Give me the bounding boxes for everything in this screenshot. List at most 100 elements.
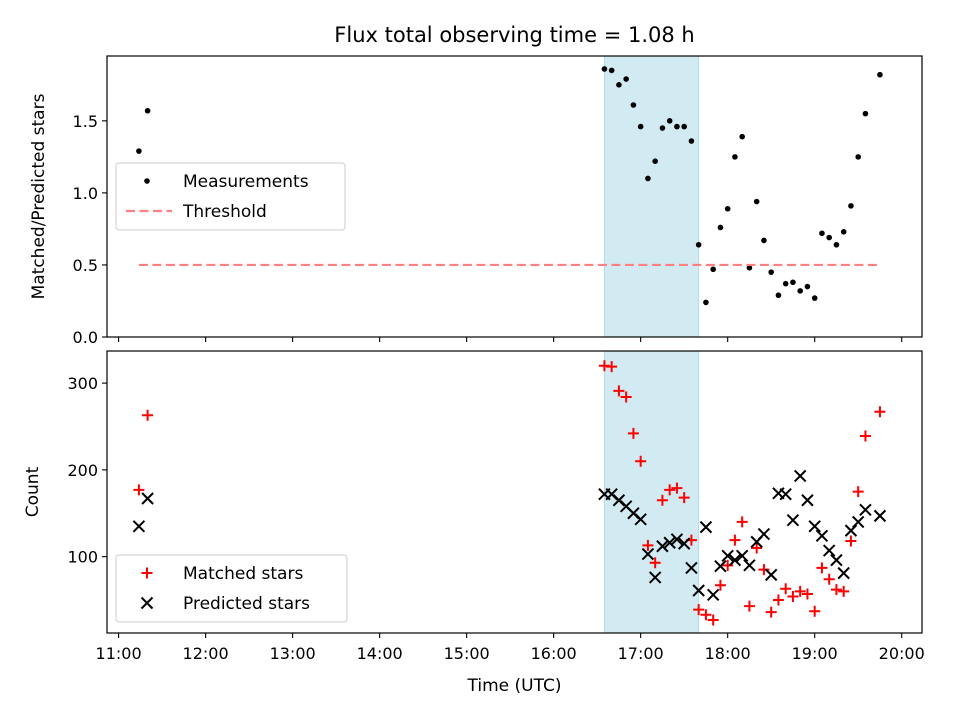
legend-box [115,554,348,623]
measurement-point [782,280,789,287]
y-tick-label: 0.5 [73,256,98,275]
y-tick-label: 1.0 [73,184,98,203]
ratio-series [136,66,883,306]
matched-star-point [787,591,799,603]
predicted-star-point [830,553,843,567]
matched-star-point [700,609,712,621]
measurement-point [674,123,680,130]
matched-star-point [714,579,726,591]
matched-star-point [736,516,748,528]
measurement-point [732,154,738,160]
matched-star-point [816,562,828,574]
measurement-point [833,241,840,248]
ratio-x-ticks [118,337,903,342]
predicted-star-point [714,559,727,573]
predicted-star-point [844,524,858,537]
predicted-star-point [663,536,676,549]
predicted-star-point [656,540,669,553]
measurement-point [630,102,637,108]
predicted-star-point [641,547,655,561]
measurement-point [826,234,832,241]
matched-star-point [859,430,871,442]
matched-star-point [729,534,741,546]
matched-star-point [142,409,154,421]
legend-swatch [140,596,154,610]
measurement-point [608,67,615,74]
predicted-star-point [670,533,684,546]
matched-star-point [874,406,886,418]
y-tick-label: 1.5 [73,112,98,131]
measurement-point [703,299,709,306]
matched-star-point [809,605,821,617]
matched-star-point [801,588,813,600]
predicted-star-point [677,537,691,550]
predicted-star-point [685,561,698,575]
measurement-point [616,82,622,88]
measurement-point [768,269,774,275]
matched-star-point [656,494,668,506]
predicted-star-point [764,568,778,582]
predicted-star-point [801,494,814,507]
legend-label: Matched stars [183,564,303,584]
legend-label: Predicted stars [183,594,310,614]
predicted-star-point [786,513,800,527]
predicted-star-point [141,492,154,505]
measurement-point [695,241,702,248]
x-tick-label: 12:00 [183,644,229,663]
x-tick-label: 17:00 [618,644,664,663]
matched-star-point [722,559,734,571]
matched-star-point [794,585,806,597]
measurement-point [659,125,666,131]
matched-star-point [707,614,719,626]
matched-star-point [772,594,784,606]
predicted-star-point [851,515,865,529]
predicted-star-point [735,549,749,562]
matched-star-point [780,583,792,595]
matched-star-point [635,455,647,467]
y-tick-label: 300 [67,374,98,393]
matched-star-point [751,542,763,554]
matched-star-point [838,585,850,597]
measurement-point [877,71,883,78]
predicted-star-point [822,544,836,557]
predicted-star-point [132,520,146,533]
legend-swatch [141,567,153,579]
measurement-point [724,205,731,212]
predicted-star-point [634,513,647,526]
predicted-star-point [648,571,662,584]
measurement-point [840,229,847,235]
measurement-point [775,292,782,299]
matched-star-point [823,573,835,585]
x-tick-label: 11:00 [96,644,142,663]
matched-star-point [830,584,842,596]
matched-star-point [671,482,683,494]
ratio-plot-frame [106,55,923,338]
predicted-star-point [779,487,792,501]
y-tick-label: 0.0 [73,328,98,347]
ratio-highlight-span [603,55,700,338]
count-highlight-span [603,350,700,634]
measurement-point [136,148,142,154]
ratio-panel: 0.0 0.5 1.0 1.5 Matched/Predicted stars Mea… [29,55,923,347]
matched-star-point [845,535,857,547]
predicted-star-point [692,584,705,597]
measurement-point [761,237,767,244]
x-axis-label: Time (UTC) [467,676,562,696]
matched-star-point [743,600,755,612]
measurement-point [681,123,687,130]
ratio-y-axis: 0.0 0.5 1.0 1.5 [73,112,107,347]
matched-star-point [642,539,654,551]
count-y-axis-label: Count [23,466,43,517]
measurement-point [144,107,151,114]
y-tick-label: 200 [67,461,98,480]
x-tick-label: 14:00 [357,644,403,663]
x-tick-label: 15:00 [444,644,490,663]
count-x-axis: 11:00 12:00 13:00 14:00 15:00 16:00 17:00 18:00… [96,633,925,663]
ratio-y-axis-label: Matched/Predicted stars [29,93,49,299]
legend-label: Threshold [182,202,267,222]
matched-star-point [133,484,145,496]
legend-label: Measurements [183,172,309,192]
predicted-star-point [721,549,734,562]
y-tick-label: 100 [67,548,98,567]
